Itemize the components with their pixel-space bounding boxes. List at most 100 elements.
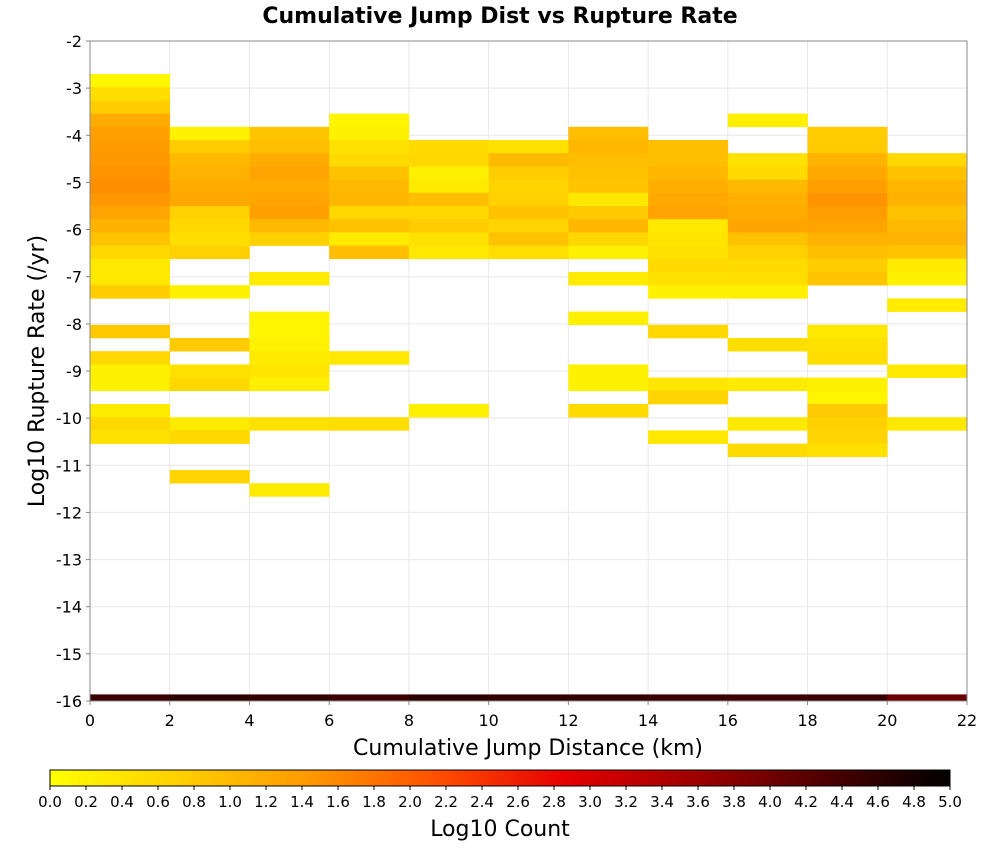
heatmap-cell [727, 245, 808, 260]
heatmap-cell [90, 377, 171, 392]
heatmap-cell [727, 258, 808, 273]
heatmap-cell [568, 219, 649, 233]
heatmap-cell [249, 694, 330, 702]
x-tick-label: 2 [165, 711, 175, 730]
x-tick-label: 8 [404, 711, 414, 730]
heatmap-cell [568, 140, 649, 154]
x-tick-label: 12 [558, 711, 578, 730]
heatmap-cell [329, 219, 410, 233]
y-axis-label: Log10 Rupture Rate (/yr) [25, 235, 50, 507]
heatmap-cell [90, 324, 171, 339]
heatmap-cell [807, 272, 888, 286]
heatmap-cell [249, 351, 330, 365]
heatmap-cell [568, 404, 649, 418]
heatmap-cell [648, 206, 729, 220]
heatmap-cell [249, 153, 330, 167]
heatmap-cell [887, 179, 968, 194]
heatmap-cell [807, 153, 888, 167]
heatmap-cell [568, 166, 649, 180]
colorbar-tick-label: 2.6 [506, 793, 530, 811]
heatmap-cell [807, 232, 888, 246]
y-tick-label: -7 [66, 268, 82, 287]
heatmap-cell [90, 153, 171, 167]
heatmap-cell [90, 179, 171, 194]
heatmap-cell [249, 272, 330, 286]
heatmap-cell [568, 192, 649, 207]
y-tick-label: -16 [56, 692, 82, 711]
heatmap-cell [648, 192, 729, 207]
heatmap-cell [90, 206, 171, 220]
heatmap-cell [90, 404, 171, 418]
heatmap-cell [648, 245, 729, 260]
x-tick-label: 22 [957, 711, 977, 730]
heatmap-cell [90, 258, 171, 273]
heatmap-cell [169, 140, 250, 154]
colorbar-tick-label: 4.6 [866, 793, 890, 811]
heatmap-cell [887, 166, 968, 180]
heatmap-cell [329, 140, 410, 154]
heatmap-cell [90, 351, 171, 365]
y-tick-label: -5 [66, 173, 82, 192]
heatmap-cell [887, 245, 968, 260]
heatmap-cell [249, 140, 330, 154]
heatmap-cell [408, 179, 489, 194]
x-tick-label: 20 [877, 711, 897, 730]
chart-title: Cumulative Jump Dist vs Rupture Rate [262, 4, 737, 29]
heatmap-cell [408, 694, 489, 702]
colorbar-ticks: 0.0 0.2 0.4 0.6 0.8 1.0 1.2 1.4 1.6 1.8 2.0 2.2 2.4 2… [38, 786, 962, 811]
heatmap-cell [329, 166, 410, 180]
heatmap-cell [488, 166, 569, 180]
heatmap-cell [249, 364, 330, 378]
heatmap-cell [90, 285, 171, 299]
heatmap-cell [488, 192, 569, 207]
heatmap-cell [727, 219, 808, 233]
heatmap-cell [488, 140, 569, 154]
colorbar-label: Log10 Count [430, 817, 570, 842]
heatmap-cell [887, 298, 968, 312]
heatmap-cell [887, 364, 968, 378]
heatmap-cell [648, 694, 729, 702]
heatmap-cell [169, 364, 250, 378]
heatmap-cell [568, 206, 649, 220]
heatmap-cell [90, 219, 171, 233]
heatmap-cell [807, 324, 888, 339]
heatmap-cell [329, 179, 410, 194]
y-tick-label: -15 [56, 645, 82, 664]
heatmap-cell [169, 126, 250, 141]
heatmap-cell [169, 179, 250, 194]
colorbar-tick-label: 3.6 [686, 793, 710, 811]
heatmap-cell [568, 364, 649, 378]
heatmap-cell [408, 166, 489, 180]
heatmap-cell [329, 153, 410, 167]
heatmap-cell [408, 192, 489, 207]
heatmap-cell [488, 153, 569, 167]
heatmap-cell [568, 126, 649, 141]
heatmap-cell [807, 179, 888, 194]
colorbar-tick-label: 2.4 [470, 793, 494, 811]
x-axis-ticks: 0 2 4 6 8 10 12 14 16 18 20 22 [85, 701, 977, 730]
y-tick-label: -12 [56, 503, 82, 522]
colorbar-tick-label: 4.4 [830, 793, 854, 811]
heatmap-cell [727, 417, 808, 431]
heatmap-cell [727, 206, 808, 220]
heatmap-cell [887, 153, 968, 167]
heatmap-cell [249, 219, 330, 233]
heatmap-cell [90, 113, 171, 128]
heatmap-cell [90, 74, 171, 88]
heatmap-cell [90, 272, 171, 286]
heatmap-cell [807, 417, 888, 431]
heatmap-cell [807, 206, 888, 220]
heatmap-cell [90, 245, 171, 260]
heatmap-cell [807, 126, 888, 141]
heatmap-cell [887, 232, 968, 246]
heatmap-cell [408, 153, 489, 167]
heatmap-cell [408, 140, 489, 154]
heatmap-cell [329, 245, 410, 260]
heatmap-cell [169, 232, 250, 246]
heatmap-cell [329, 192, 410, 207]
colorbar-tick-label: 0.2 [74, 793, 98, 811]
heatmap-cell [329, 694, 410, 702]
heatmap-cell [249, 311, 330, 326]
heatmap-cell [249, 206, 330, 220]
